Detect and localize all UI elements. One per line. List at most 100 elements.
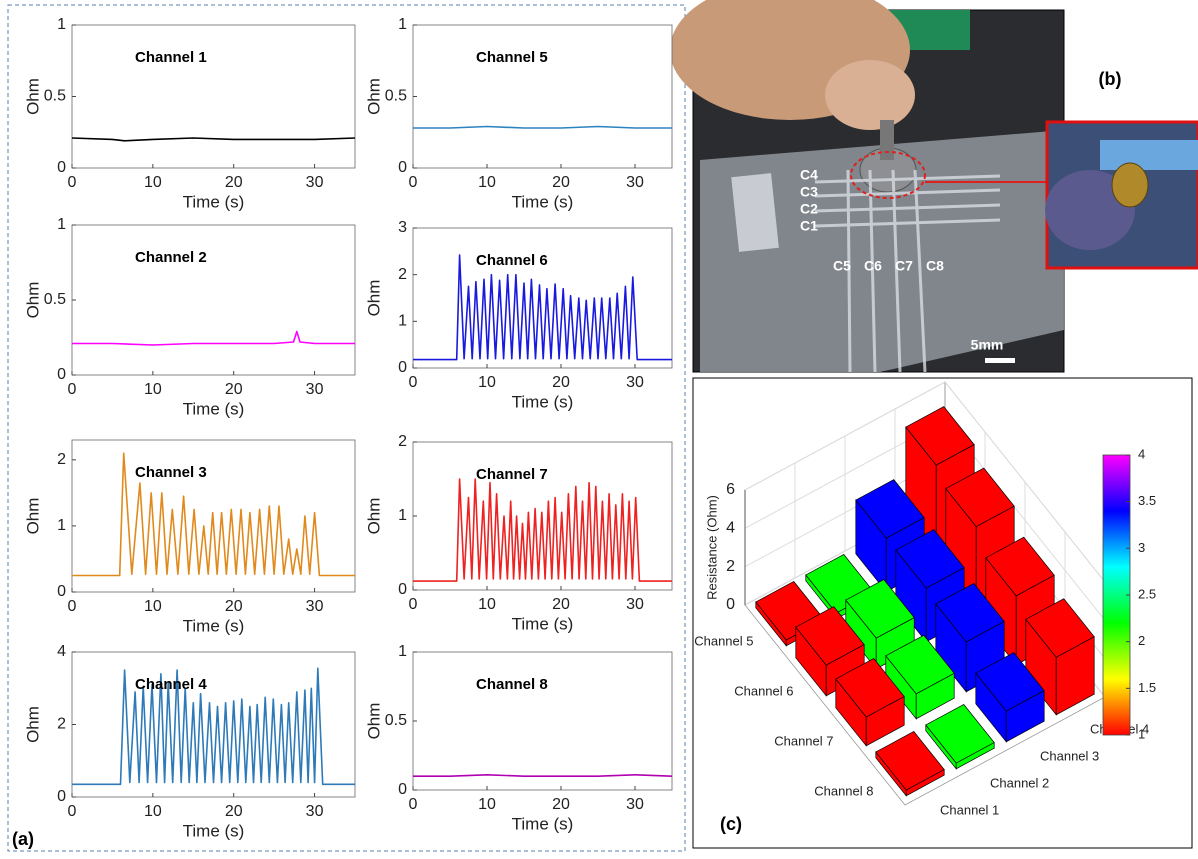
x-tick-label: 20	[552, 374, 570, 391]
x-tick-label: 20	[225, 381, 243, 398]
x-tick-label: 0	[68, 381, 77, 398]
colorbar-tick-label: 4	[1138, 446, 1145, 461]
x-tick-label: 0	[68, 803, 77, 820]
page: {"panel_labels":["(a)","(b)","(c)"], "ph…	[0, 0, 1198, 854]
z-tick-label: 6	[726, 481, 735, 498]
y-tick-label: 1	[57, 517, 66, 534]
plot-frame	[72, 25, 355, 168]
y-tick-label: 2	[398, 433, 407, 450]
y-tick-label: 0.5	[385, 88, 407, 105]
scale-label: 5mm	[971, 337, 1004, 353]
y-axis-label: Ohm	[23, 706, 42, 743]
col-label: C5	[833, 258, 851, 274]
row-label: C2	[800, 201, 818, 217]
colorbar-tick-label: 1.5	[1138, 680, 1156, 695]
x-tick-label: 10	[144, 174, 162, 191]
x-tick-label: 20	[552, 174, 570, 191]
y-tick-label: 0	[398, 781, 407, 798]
panel-label: (a)	[12, 829, 34, 849]
y-tick-label: 1	[398, 507, 407, 524]
x-tick-label: 30	[306, 803, 324, 820]
y-tick-label: 0	[57, 366, 66, 383]
x-tick-label: 10	[478, 174, 496, 191]
colorbar-tick-label: 2	[1138, 633, 1145, 648]
x-axis-label: Time (s)	[512, 614, 574, 633]
x-tick-label: 0	[409, 174, 418, 191]
x-axis-label: Time (s)	[512, 814, 574, 833]
x-axis-label: Time (s)	[183, 192, 245, 211]
y-tick-label: 2	[398, 266, 407, 283]
z-axis-label: Resistance (Ohm)	[704, 495, 719, 600]
y-tick-label: 0	[57, 159, 66, 176]
y-axis-label: Ohm	[23, 282, 42, 319]
y-tick-label: 0	[57, 583, 66, 600]
row-label: C4	[800, 167, 818, 183]
x-tick-label: 10	[478, 796, 496, 813]
y-tick-label: 1	[398, 313, 407, 330]
photo	[670, 0, 1198, 372]
panel-label: (b)	[1099, 69, 1122, 89]
y-tick-label: 0	[398, 581, 407, 598]
chart-title: Channel 5	[476, 49, 548, 66]
x-tick-label: 30	[626, 174, 644, 191]
x-tick-label: 0	[68, 174, 77, 191]
x-tick-label: 20	[225, 598, 243, 615]
row-label: Channel 8	[814, 783, 873, 798]
x-tick-label: 20	[225, 174, 243, 191]
y-axis-label: Ohm	[364, 703, 383, 740]
y-axis-label: Ohm	[364, 498, 383, 535]
y-tick-label: 0.5	[385, 712, 407, 729]
row-label: Channel 7	[774, 733, 833, 748]
y-tick-label: 1	[57, 16, 66, 33]
z-tick-label: 2	[726, 558, 735, 575]
y-tick-label: 1	[57, 216, 66, 233]
colorbar-tick-label: 3	[1138, 540, 1145, 555]
chart-title: Channel 2	[135, 249, 207, 266]
col-label: C8	[926, 258, 944, 274]
col-label: C7	[895, 258, 913, 274]
chart-title: Channel 1	[135, 49, 207, 66]
y-tick-label: 0	[57, 788, 66, 805]
col-label: C6	[864, 258, 882, 274]
y-tick-label: 3	[398, 219, 407, 236]
x-tick-label: 20	[225, 803, 243, 820]
row-label: C3	[800, 184, 818, 200]
x-tick-label: 30	[626, 796, 644, 813]
x-tick-label: 10	[478, 596, 496, 613]
x-tick-label: 0	[68, 598, 77, 615]
z-tick-label: 0	[726, 596, 735, 613]
y-tick-label: 1	[398, 643, 407, 660]
y-axis-label: Ohm	[364, 280, 383, 317]
chart-title: Channel 8	[476, 676, 548, 693]
y-tick-label: 0.5	[44, 88, 66, 105]
x-tick-label: 30	[306, 598, 324, 615]
x-tick-label: 20	[552, 796, 570, 813]
x-tick-label: 30	[306, 174, 324, 191]
x-axis-label: Time (s)	[183, 399, 245, 418]
row-label: Channel 6	[734, 683, 793, 698]
x-tick-label: 0	[409, 374, 418, 391]
row-label: Channel 5	[694, 633, 753, 648]
figure: (a) C4C3C2C1C5C6C7C8 5mm (b) (c) 00.5101…	[0, 0, 1198, 854]
chart-title: Channel 4	[135, 676, 207, 693]
y-axis-label: Ohm	[23, 78, 42, 115]
chart-title: Channel 3	[135, 464, 207, 481]
y-axis-label: Ohm	[23, 498, 42, 535]
x-tick-label: 20	[552, 596, 570, 613]
x-tick-label: 0	[409, 596, 418, 613]
colorbar	[1103, 455, 1130, 735]
y-tick-label: 0	[398, 359, 407, 376]
panel-label: (c)	[720, 814, 742, 834]
chart-title: Channel 6	[476, 252, 548, 269]
x-tick-label: 30	[626, 596, 644, 613]
y-tick-label: 4	[57, 643, 66, 660]
x-tick-label: 30	[306, 381, 324, 398]
column-label: Channel 1	[940, 802, 999, 817]
x-axis-label: Time (s)	[512, 392, 574, 411]
column-label: Channel 3	[1040, 748, 1099, 763]
chart-title: Channel 7	[476, 466, 548, 483]
x-axis-label: Time (s)	[183, 616, 245, 635]
row-label: C1	[800, 218, 818, 234]
colorbar-tick-label: 2.5	[1138, 586, 1156, 601]
plot-frame	[413, 652, 672, 790]
